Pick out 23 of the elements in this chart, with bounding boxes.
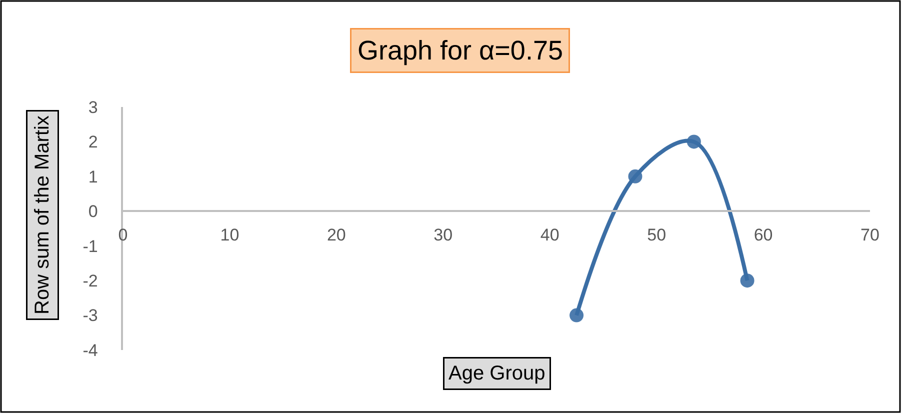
x-tick-label: 30 bbox=[434, 225, 453, 244]
x-tick-label: 20 bbox=[326, 225, 346, 244]
y-tick-label: -4 bbox=[82, 340, 98, 360]
y-tick-label: -1 bbox=[82, 236, 98, 256]
x-tick-label: 0 bbox=[118, 225, 128, 244]
y-tick-label: 1 bbox=[88, 167, 98, 186]
x-tick-label: 40 bbox=[540, 225, 560, 244]
point bbox=[686, 134, 701, 149]
x-tick-label: 70 bbox=[860, 225, 880, 244]
x-tick-label: 60 bbox=[754, 225, 773, 244]
x-tick-label: 50 bbox=[647, 225, 666, 244]
point bbox=[740, 274, 754, 288]
y-tick-label: -3 bbox=[82, 306, 98, 326]
x-axis-title: Age Group bbox=[448, 362, 546, 384]
y-tick-label: 2 bbox=[88, 132, 98, 152]
point bbox=[628, 169, 642, 184]
y-tick-label: 3 bbox=[88, 98, 98, 117]
x-tick-label: 10 bbox=[220, 225, 240, 244]
y-tick-label: 0 bbox=[88, 202, 98, 222]
chart-title: Graph for α=0.75 bbox=[358, 36, 563, 66]
point bbox=[570, 308, 584, 322]
y-tick-label: -2 bbox=[82, 272, 98, 291]
y-axis-title: Row sum of the Martix bbox=[32, 116, 54, 314]
